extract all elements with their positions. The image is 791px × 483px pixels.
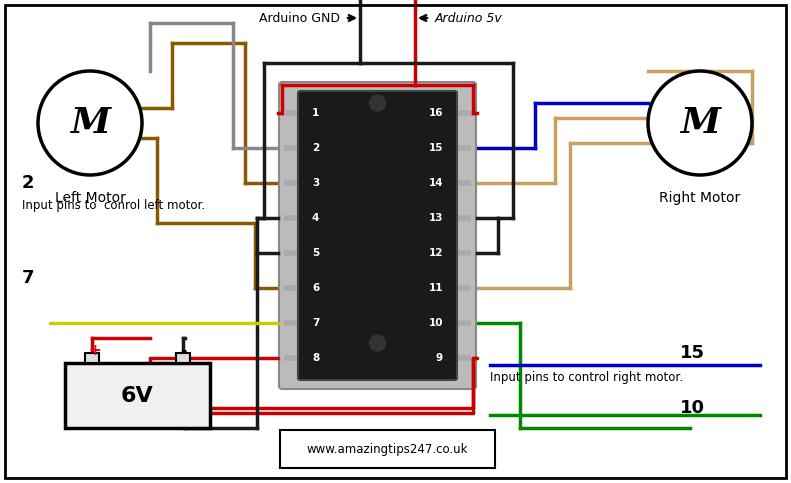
Bar [176,353,190,363]
Text: 12: 12 [429,248,443,258]
Text: 9: 9 [436,353,443,363]
Text: 7: 7 [312,318,320,328]
Text: 15: 15 [680,344,705,362]
Text: -: - [180,343,186,358]
Text: 6V: 6V [121,385,154,406]
Text: 1: 1 [312,108,320,118]
Text: 6: 6 [312,283,320,293]
Text: 15: 15 [429,143,443,153]
Text: +: + [89,343,101,358]
Text: M: M [70,106,110,140]
Text: 14: 14 [429,178,443,188]
FancyBboxPatch shape [279,82,476,389]
Text: Left Motor: Left Motor [55,191,126,205]
Text: 7: 7 [22,269,35,287]
Text: 13: 13 [429,213,443,223]
Bar [65,363,210,428]
Circle shape [648,71,752,175]
Text: 3: 3 [312,178,320,188]
Text: 5: 5 [312,248,320,258]
Text: www.amazingtips247.co.uk: www.amazingtips247.co.uk [307,442,468,455]
Text: 2: 2 [22,174,35,192]
Text: 4: 4 [312,213,320,223]
Text: 10: 10 [680,399,705,417]
Circle shape [369,335,385,351]
Text: Input pins to  conrol left motor.: Input pins to conrol left motor. [22,199,205,212]
FancyBboxPatch shape [298,91,457,380]
Text: 11: 11 [429,283,443,293]
Text: Input pins to control right motor.: Input pins to control right motor. [490,371,683,384]
Text: 2: 2 [312,143,320,153]
Bar [85,353,99,363]
Text: M: M [680,106,720,140]
Text: Arduino 5v: Arduino 5v [435,12,503,25]
Circle shape [369,95,385,111]
Text: 10: 10 [429,318,443,328]
Bar [280,430,495,468]
Text: Arduino GND: Arduino GND [259,12,340,25]
Circle shape [38,71,142,175]
Text: Right Motor: Right Motor [660,191,740,205]
Text: 8: 8 [312,353,320,363]
Text: 16: 16 [429,108,443,118]
